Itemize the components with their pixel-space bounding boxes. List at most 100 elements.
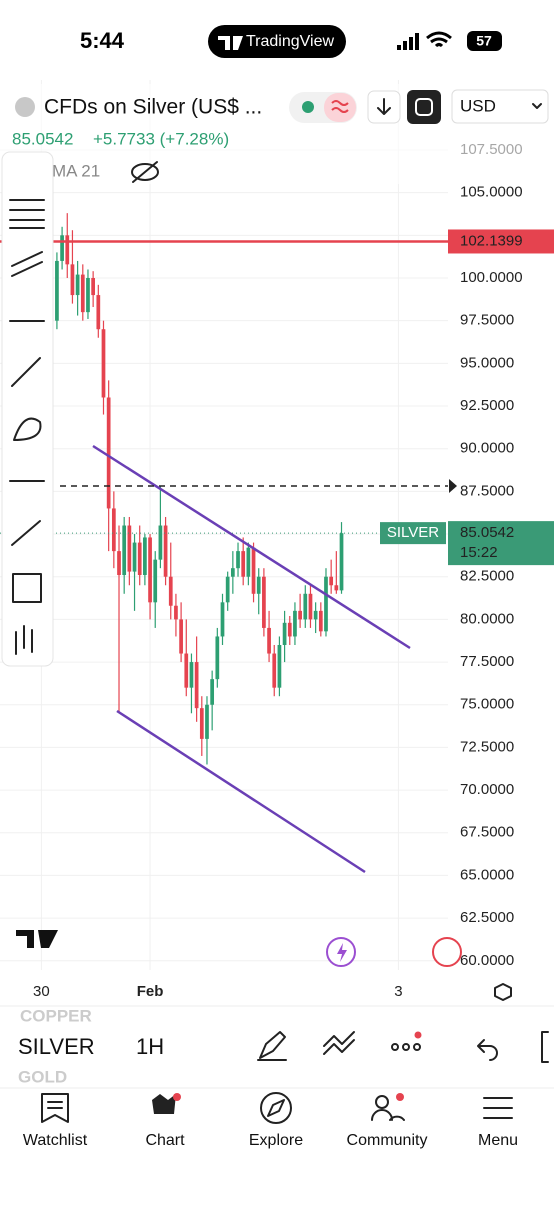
interval[interactable]: 1H bbox=[136, 1034, 164, 1059]
watchlist-icon[interactable] bbox=[41, 1093, 69, 1123]
countdown: 15:22 bbox=[460, 544, 498, 561]
candle-body bbox=[215, 636, 220, 680]
candle-body bbox=[220, 602, 225, 637]
settings-icon[interactable] bbox=[494, 983, 512, 1001]
flash-bolt bbox=[337, 943, 347, 962]
app-name: TradingView bbox=[246, 33, 334, 50]
events-icon[interactable] bbox=[432, 937, 462, 967]
next-symbol[interactable]: GOLD bbox=[18, 1067, 67, 1086]
delay-badge bbox=[324, 93, 356, 122]
y-tick-label: 72.5000 bbox=[460, 738, 514, 755]
y-tick-label: 87.5000 bbox=[460, 482, 514, 499]
candle-body bbox=[132, 542, 137, 572]
layout-button[interactable] bbox=[407, 90, 441, 124]
candle-body bbox=[272, 653, 277, 688]
y-tick-label: 95.0000 bbox=[460, 354, 514, 371]
candle-body bbox=[334, 585, 339, 591]
prev-symbol[interactable]: COPPER bbox=[20, 1006, 92, 1025]
x-tick-label: Feb bbox=[137, 983, 164, 1000]
chart-icon[interactable] bbox=[152, 1094, 176, 1114]
candle-body bbox=[199, 708, 204, 739]
symbol-icon bbox=[15, 97, 35, 117]
x-tick-label: 30 bbox=[33, 983, 50, 1000]
symbol[interactable]: SILVER bbox=[18, 1034, 95, 1059]
y-tick-label: 80.0000 bbox=[460, 610, 514, 627]
candle-body bbox=[324, 576, 328, 632]
nav-label[interactable]: Explore bbox=[249, 1132, 303, 1149]
redo-button[interactable] bbox=[541, 1031, 549, 1063]
candle-body bbox=[329, 576, 334, 586]
candle-body bbox=[246, 547, 251, 577]
tool-fib[interactable] bbox=[9, 199, 45, 229]
tool-rect[interactable] bbox=[12, 573, 42, 603]
symbol-title[interactable]: CFDs on Silver (US$ ... bbox=[44, 96, 262, 119]
y-tick-label: 100.0000 bbox=[460, 269, 523, 286]
nav-label[interactable]: Watchlist bbox=[23, 1132, 88, 1149]
app-pill bbox=[208, 25, 346, 58]
candle-body bbox=[241, 551, 246, 577]
last-price-name: SILVER bbox=[387, 524, 439, 541]
y-tick-label: 62.5000 bbox=[460, 909, 514, 926]
chart-badge bbox=[173, 1093, 181, 1101]
candle-body bbox=[267, 627, 271, 654]
delay-icon bbox=[331, 100, 349, 113]
candle-body bbox=[60, 235, 64, 261]
candle-body bbox=[179, 619, 183, 654]
explore-icon[interactable] bbox=[260, 1092, 292, 1124]
more-button[interactable] bbox=[391, 1031, 422, 1051]
tool-curve[interactable] bbox=[13, 417, 42, 441]
indicator-name[interactable]: MA 21 bbox=[52, 161, 100, 180]
candle-body bbox=[287, 622, 292, 637]
candle-body bbox=[277, 644, 282, 688]
candle-body bbox=[308, 593, 313, 620]
indicators-button[interactable] bbox=[323, 1031, 355, 1055]
candle-body bbox=[251, 547, 256, 594]
undo-button[interactable] bbox=[477, 1039, 498, 1061]
tool-extended[interactable] bbox=[11, 520, 41, 546]
candle-body bbox=[318, 610, 323, 632]
last-price-label: 85.0542 bbox=[460, 524, 514, 541]
y-tick-label: 92.5000 bbox=[460, 397, 514, 414]
nav-label[interactable]: Chart bbox=[145, 1132, 185, 1149]
candle-body bbox=[236, 551, 240, 569]
menu-icon[interactable] bbox=[483, 1097, 513, 1119]
candle-body bbox=[262, 576, 266, 628]
alert-label-bg bbox=[448, 229, 554, 254]
wifi-icon bbox=[426, 31, 452, 48]
currency-select[interactable] bbox=[451, 89, 549, 124]
tool-pattern[interactable] bbox=[15, 625, 33, 655]
candle-body bbox=[339, 533, 344, 591]
nav-label[interactable]: Community bbox=[347, 1132, 428, 1149]
candle-body bbox=[148, 537, 152, 603]
draw-button[interactable] bbox=[257, 1031, 287, 1061]
hide-icon[interactable] bbox=[131, 161, 159, 183]
currency: USD bbox=[460, 96, 496, 115]
x-tick-label: 3 bbox=[394, 983, 402, 1000]
tool-channel[interactable] bbox=[11, 251, 43, 277]
candle-body bbox=[205, 704, 209, 739]
tool-trendline[interactable] bbox=[11, 357, 41, 387]
nav-label[interactable]: Menu bbox=[478, 1132, 518, 1149]
candle-body bbox=[298, 610, 302, 620]
tv-logo bbox=[16, 930, 58, 948]
candle-body bbox=[137, 542, 142, 576]
community-icon[interactable] bbox=[371, 1095, 405, 1121]
candle-body bbox=[225, 576, 230, 603]
drawing-toolbar bbox=[1, 151, 54, 667]
candle-body bbox=[91, 278, 96, 296]
candle-body bbox=[168, 576, 173, 606]
battery-icon bbox=[467, 31, 502, 51]
candle-body bbox=[55, 260, 59, 321]
candle-body bbox=[303, 593, 308, 620]
y-tick-label: 97.5000 bbox=[460, 312, 514, 329]
explore-needle bbox=[267, 1099, 285, 1117]
layout-icon bbox=[415, 98, 433, 116]
y-tick-label: 77.5000 bbox=[460, 653, 514, 670]
candle-body bbox=[122, 525, 127, 576]
candle-body bbox=[256, 576, 261, 594]
y-tick-label: 75.0000 bbox=[460, 696, 514, 713]
y-tick-label: 105.0000 bbox=[460, 184, 523, 201]
y-tick-label: 67.5000 bbox=[460, 824, 514, 841]
